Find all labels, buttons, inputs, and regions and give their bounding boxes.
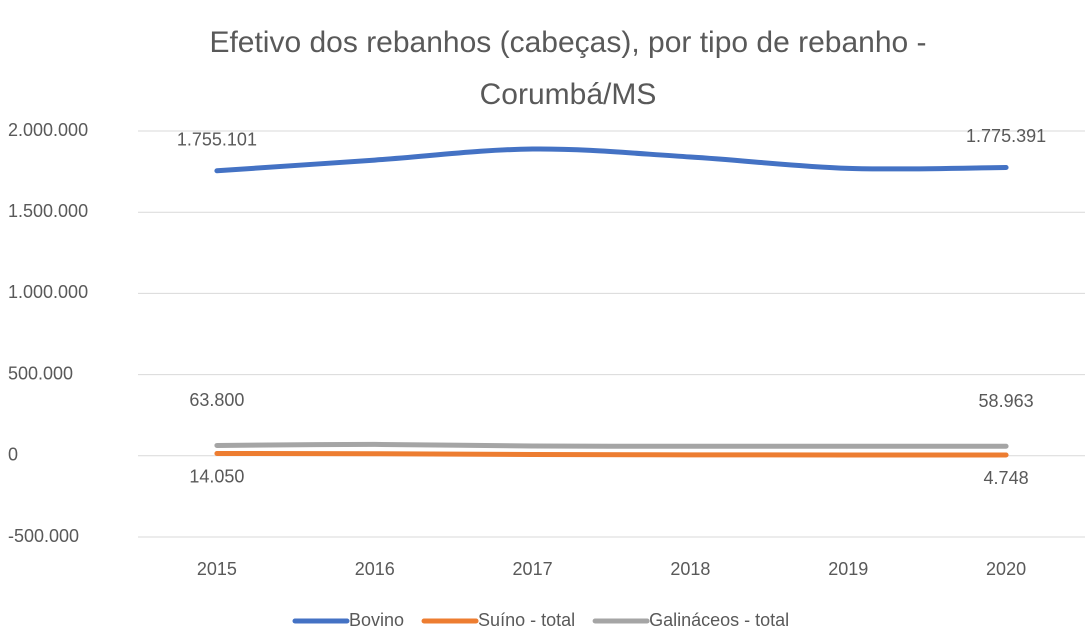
x-tick-label: 2016 (355, 559, 395, 579)
y-tick-label: 500.000 (8, 363, 73, 383)
legend-label: Suíno - total (478, 610, 575, 630)
y-tick-label: 2.000.000 (8, 120, 88, 140)
data-label: 4.748 (984, 468, 1029, 488)
line (214, 451, 1009, 458)
x-tick-label: 2017 (513, 559, 553, 579)
chart-title: Corumbá/MS (480, 78, 657, 111)
legend-label: Bovino (349, 610, 404, 630)
x-tick-label: 2019 (828, 559, 868, 579)
chart-title: Efetivo dos rebanhos (cabeças), por tipo… (209, 26, 926, 59)
x-tick-label: 2018 (670, 559, 710, 579)
data-label: 1.775.391 (966, 126, 1046, 146)
line (214, 146, 1009, 174)
data-label: 58.963 (979, 391, 1034, 411)
y-tick-label: 1.500.000 (8, 201, 88, 221)
line (214, 441, 1009, 449)
data-label: 63.800 (189, 390, 244, 410)
y-tick-label: 0 (8, 445, 18, 465)
x-tick-label: 2015 (197, 559, 237, 579)
data-label: 1.755.101 (177, 130, 257, 150)
y-tick-label: -500.000 (8, 526, 79, 546)
x-tick-label: 2020 (986, 559, 1026, 579)
legend-label: Galináceos - total (649, 610, 789, 630)
y-tick-label: 1.000.000 (8, 282, 88, 302)
data-label: 14.050 (189, 466, 244, 486)
